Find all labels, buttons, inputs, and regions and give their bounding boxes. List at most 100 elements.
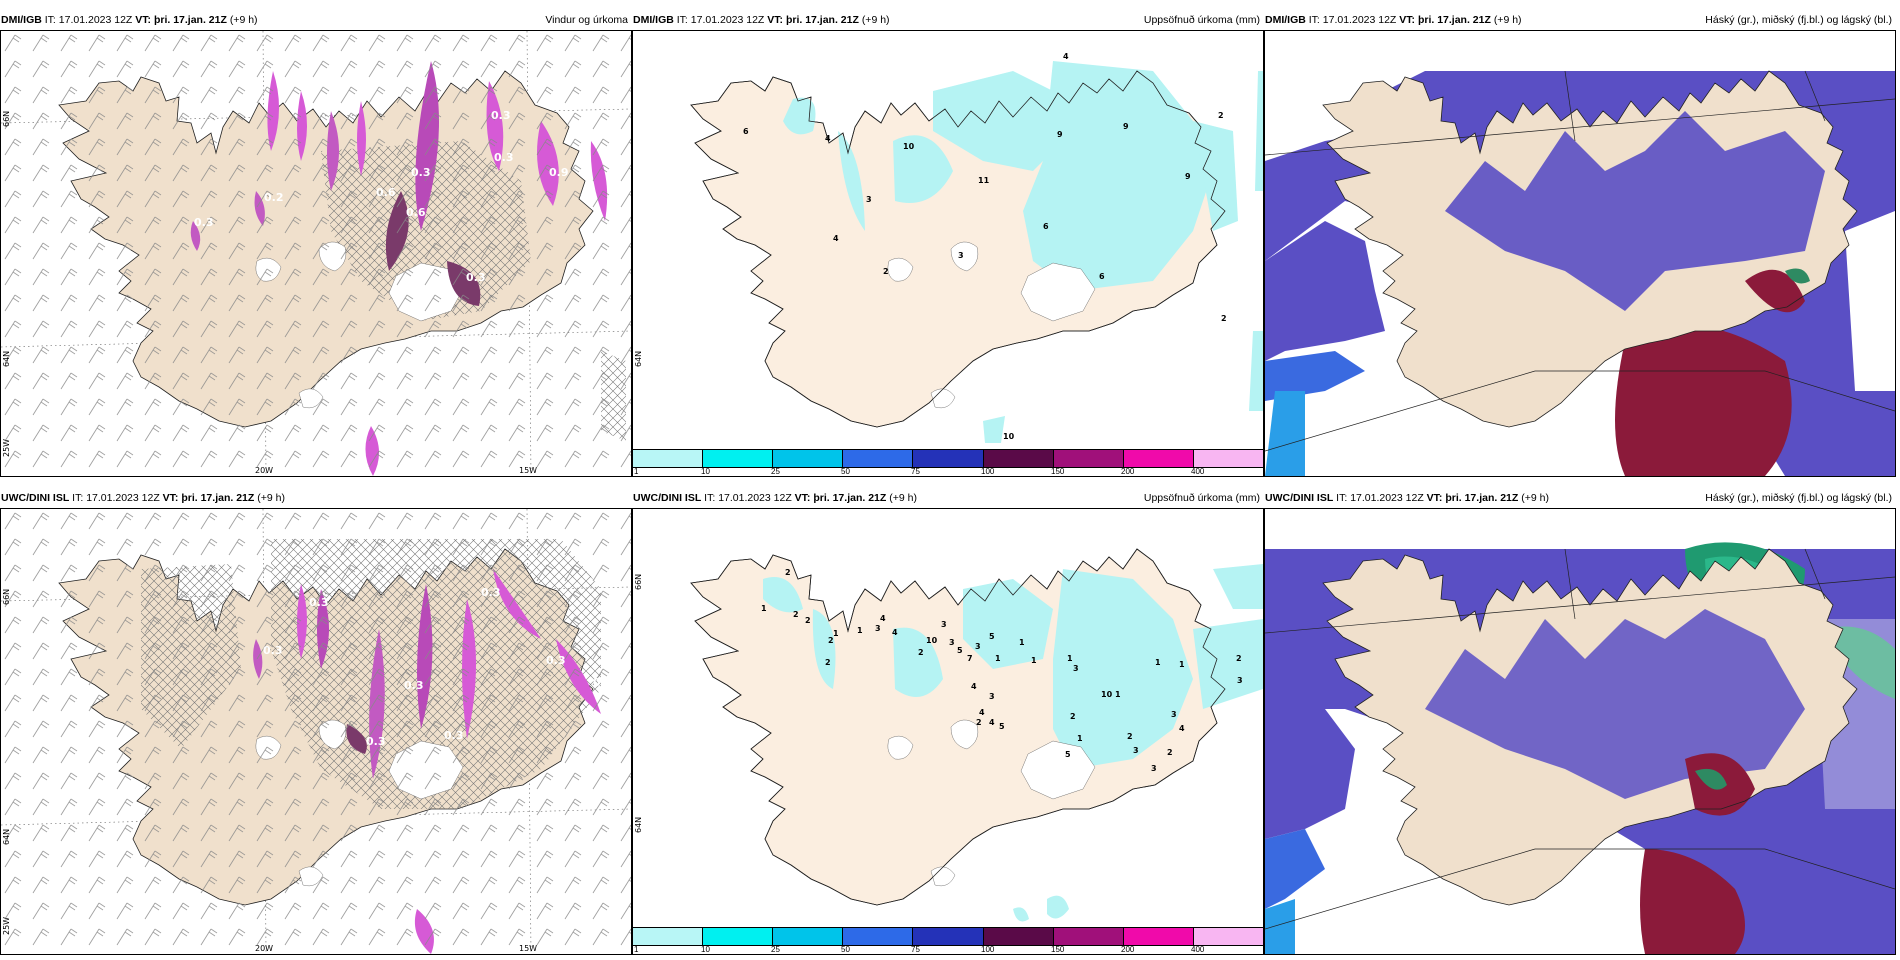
lead-time: (+9 h) [257, 492, 285, 504]
it-label: IT: [1308, 14, 1320, 26]
value-label: 3 [958, 251, 964, 260]
value-label: 0.3 [546, 654, 566, 667]
value-label: 9 [1185, 172, 1191, 181]
vt-label: VT: [1426, 492, 1443, 504]
panel-header: DMI/IGB IT: 17.01.2023 12Z VT: þri. 17.j… [1264, 10, 1896, 30]
colorbar-cell [703, 928, 774, 945]
value-label: 4 [892, 628, 898, 637]
colorbar-tick: 10 [701, 467, 710, 476]
panel-dmi-wind: DMI/IGB IT: 17.01.2023 12Z VT: þri. 17.j… [0, 10, 632, 482]
value-label: 0.3 [263, 644, 283, 657]
map-frame: 0.3 0.6 0.3 0.3 0.2 0.9 0.3 0.6 0.3 66N … [0, 30, 632, 477]
value-label: 1 [857, 626, 863, 635]
vt-value: þri. 17.jan. 21Z [785, 14, 859, 26]
value-label: 1 [995, 654, 1001, 663]
colorbar-cell [633, 928, 704, 945]
panel-title: Háský (gr.), miðský (fj.bl.) og lágský (… [1705, 492, 1892, 504]
it-label: IT: [72, 492, 84, 504]
value-label: 2 [1221, 314, 1227, 323]
lead-time: (+9 h) [1493, 14, 1522, 26]
value-label: 0.3 [404, 679, 424, 692]
model-name: UWC/DINI ISL [1265, 492, 1334, 504]
value-label: 2 [1236, 654, 1242, 663]
precip-map: 4 2 6 4 10 11 9 9 3 4 6 9 3 6 2 2 10 64N [634, 52, 1263, 443]
colorbar-cell [1123, 928, 1194, 945]
colorbar: 1 10 25 50 75 100 150 200 400 [633, 927, 1263, 954]
value-label: 2 [793, 610, 799, 619]
value-label: 4 [833, 234, 839, 243]
it-value: 17.01.2023 12Z [718, 492, 792, 504]
value-label: 7 [967, 654, 973, 663]
it-label: IT: [704, 492, 716, 504]
value-label: 3 [949, 638, 955, 647]
colorbar-cell [773, 450, 844, 467]
colorbar-cell [1053, 450, 1124, 467]
it-value: 17.01.2023 12Z [58, 14, 133, 26]
lat-label: 64N [634, 817, 643, 833]
value-label: 0.2 [264, 191, 284, 204]
model-name: DMI/IGB [1265, 14, 1306, 26]
lead-time: (+9 h) [229, 14, 258, 26]
colorbar-cell [843, 450, 914, 467]
value-label: 1 [1179, 660, 1185, 669]
it-value: 17.01.2023 12Z [690, 14, 765, 26]
value-label: 1 [1155, 658, 1161, 667]
lon-label: 20W [255, 944, 273, 953]
lon-label: 15W [519, 466, 537, 475]
value-label: 0.9 [549, 166, 569, 179]
value-label: 5 [999, 722, 1005, 731]
value-label: 0.3 [466, 271, 486, 284]
value-label: 4 [989, 718, 995, 727]
panel-title: Uppsöfnuð úrkoma (mm) [1143, 492, 1260, 504]
value-label: 0.3 [481, 586, 501, 599]
vt-value: þri. 17.jan. 21Z [1417, 14, 1491, 26]
value-label: 4 [1063, 52, 1069, 61]
colorbar-tick: 200 [1121, 467, 1135, 476]
vt-label: VT: [767, 14, 784, 26]
value-label: 2 [1070, 712, 1076, 721]
value-label: 3 [989, 692, 995, 701]
value-label: 1 [1067, 654, 1073, 663]
value-label: 1 [1019, 638, 1025, 647]
value-label: 1 [1077, 734, 1083, 743]
value-label: 3 [1171, 710, 1177, 719]
vt-value: þri. 17.jan. 21Z [1445, 492, 1519, 504]
lat-label: 64N [2, 829, 11, 845]
value-label: 0.3 [194, 216, 214, 229]
colorbar-cell [1193, 450, 1263, 467]
value-label: 0.3 [593, 676, 613, 689]
colorbar-tick: 50 [841, 467, 850, 476]
value-label: 2 [1127, 732, 1133, 741]
value-label: 4 [825, 134, 831, 143]
value-label: 1 [833, 629, 839, 638]
panel-title: Uppsöfnuð úrkoma (mm) [1143, 14, 1260, 26]
colorbar-cell [913, 928, 984, 945]
value-label: 11 [978, 176, 990, 185]
value-label: 3 [975, 642, 981, 651]
vt-label: VT: [135, 14, 152, 26]
value-label: 9 [1123, 122, 1129, 131]
lat-label: 66N [634, 574, 643, 590]
lon-label: 20W [255, 466, 273, 475]
value-label: 4 [880, 614, 886, 623]
panel-dmi-precip: DMI/IGB IT: 17.01.2023 12Z VT: þri. 17.j… [632, 10, 1264, 482]
value-label: 0.6 [376, 186, 396, 199]
value-label: 2 [785, 568, 791, 577]
panel-title: Háský (gr.), miðský (fj.bl.) og lágský (… [1705, 14, 1892, 26]
value-label: 0.6 [406, 206, 426, 219]
colorbar-tick: 400 [1191, 467, 1205, 476]
map-frame: 2 1 2 2 1 1 2 2 4 3 4 10 2 3 3 5 7 3 5 1 4 3 4 2 4 5 1 1 1 3 2 1 10 1 1 1 2 3… [632, 508, 1264, 955]
lat-label: 64N [2, 351, 11, 367]
value-label: 2 [1167, 748, 1173, 757]
it-value: 17.01.2023 12Z [1350, 492, 1424, 504]
value-label: 2 [825, 658, 831, 667]
colorbar-tick: 1 [634, 467, 639, 476]
colorbar-cell [773, 928, 844, 945]
value-label: 0.3 [411, 166, 431, 179]
colorbar-cell [633, 450, 704, 467]
lon-label: 25W [2, 439, 11, 457]
value-label: 1 [1031, 656, 1037, 665]
value-label: 3 [941, 620, 947, 629]
vt-value: þri. 17.jan. 21Z [813, 492, 887, 504]
value-label: 0.3 [494, 151, 514, 164]
